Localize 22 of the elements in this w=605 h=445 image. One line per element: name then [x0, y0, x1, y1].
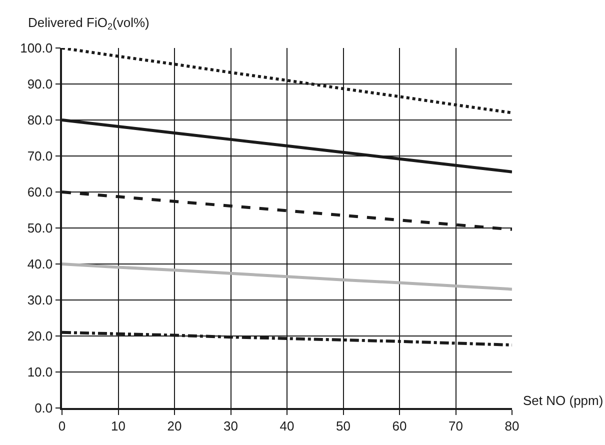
y-tick-label: 10.0 [27, 364, 53, 380]
y-tick-label: 40.0 [27, 256, 53, 272]
x-axis-title: Set NO (ppm) [523, 393, 604, 408]
y-tick-label: 80.0 [27, 112, 53, 128]
x-tick-label: 20 [167, 418, 182, 434]
x-tick-label: 80 [504, 418, 520, 434]
y-tick-label: 100.0 [20, 40, 53, 56]
x-tick-label: 60 [392, 418, 407, 434]
y-tick-label: 90.0 [27, 76, 53, 92]
x-tick-label: 10 [111, 418, 126, 434]
x-tick-label: 40 [280, 418, 294, 434]
x-tick-label: 50 [336, 418, 350, 434]
x-tick-label: 0 [58, 418, 66, 434]
x-tick-label: 30 [224, 418, 238, 434]
y-tick-label: 70.0 [27, 148, 53, 164]
y-tick-label: 50.0 [27, 220, 53, 236]
y-axis-title: Delivered FiO$_{2}$(vol%) [28, 15, 150, 32]
y-tick-label: 60.0 [27, 184, 53, 200]
x-tick-label: 70 [448, 418, 463, 434]
y-tick-label: 30.0 [27, 292, 53, 308]
y-tick-label: 20.0 [27, 328, 53, 344]
y-tick-label: 0.0 [34, 400, 53, 416]
